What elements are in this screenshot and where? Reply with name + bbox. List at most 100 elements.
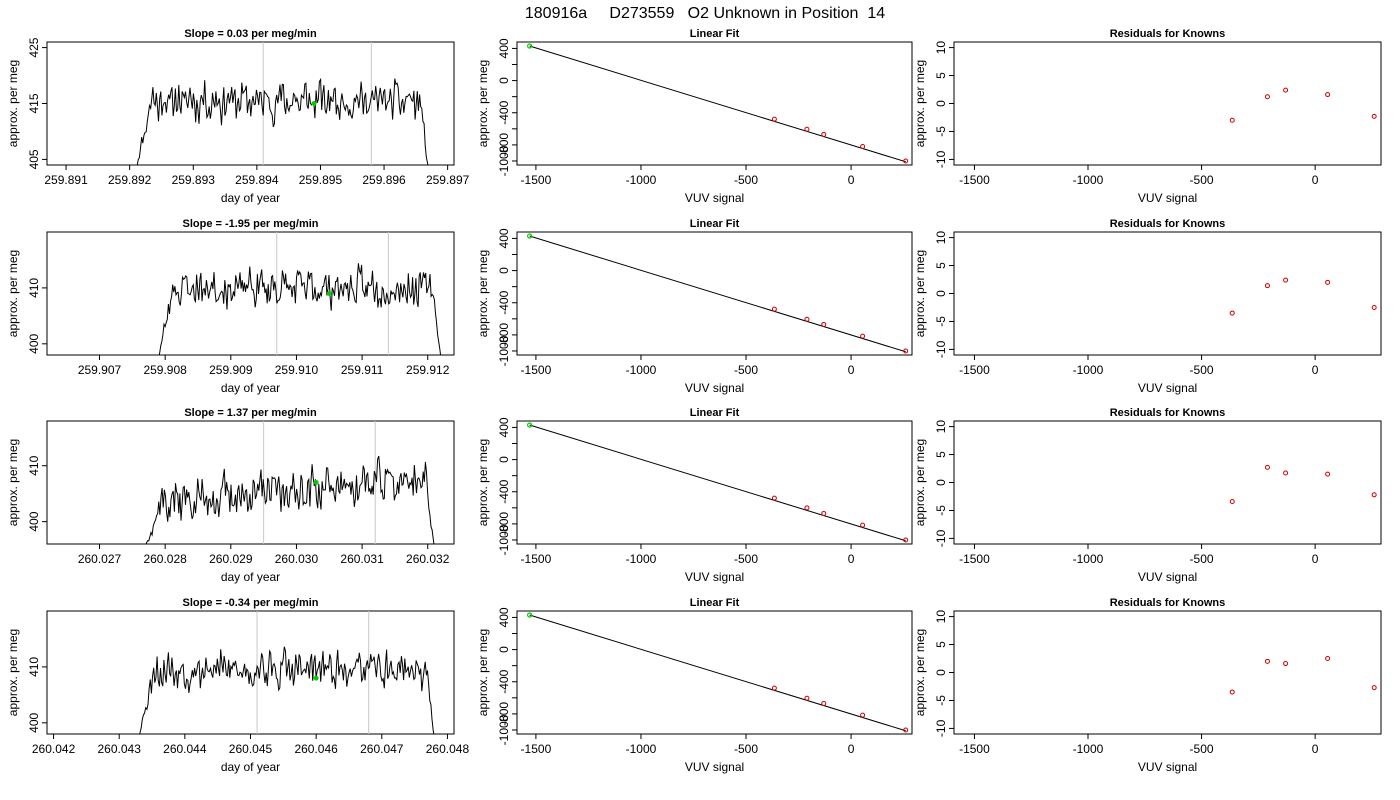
plot-area [136, 42, 429, 165]
panel-grid: Slope = 0.03 per meg/min 259.891 259.892 25… [6, 28, 1382, 774]
residual-point [1264, 94, 1270, 100]
known-point [903, 727, 909, 733]
y-axis-label: approx. per meg [6, 60, 20, 147]
known-point [804, 126, 810, 132]
panel-title: Residuals for Knowns [1110, 597, 1226, 609]
x-tick-label: -1500 [959, 552, 990, 566]
x-tick-label: 0 [1312, 363, 1319, 377]
x-tick-label: 0 [1312, 552, 1319, 566]
plot-frame [46, 420, 455, 545]
y-tick-label: -10 [934, 719, 948, 737]
x-tick-label: 260.046 [294, 742, 338, 756]
panel-linear_fit-row-2: Linear Fit -1500 -1000 -500 0 VUV signal 400 0 -… [476, 407, 913, 584]
x-tick-label: -1000 [626, 552, 657, 566]
x-tick-label: 260.044 [163, 742, 207, 756]
residual-point [1229, 117, 1235, 123]
panel-title: Slope = -1.95 per meg/min [182, 218, 318, 230]
residual-point [1229, 499, 1235, 505]
y-tick-label: -1000 [497, 524, 511, 555]
x-tick-label: 259.907 [78, 363, 122, 377]
plot-area [527, 422, 909, 543]
y-tick-label: 0 [934, 669, 948, 676]
residual-point [1371, 492, 1377, 498]
panel-time_series-row-2: Slope = 1.37 per meg/min 260.027 260.028 26… [6, 407, 455, 584]
y-tick-label: -10 [934, 150, 948, 168]
panel-title: Slope = -0.34 per meg/min [182, 597, 318, 609]
x-tick-label: 259.891 [44, 173, 88, 187]
x-tick-label: -1000 [1073, 742, 1104, 756]
y-tick-label: -400 [497, 290, 511, 314]
y-tick-label: 0 [497, 646, 511, 653]
unknown-point [527, 612, 533, 618]
plot-frame [953, 610, 1382, 735]
residual-point [1229, 310, 1235, 316]
y-tick-label: 0 [934, 290, 948, 297]
panel-time_series-row-3: Slope = -0.34 per meg/min 260.042 260.043 2… [6, 597, 469, 774]
x-tick-label: -1500 [521, 742, 552, 756]
panel-residuals-row-1: Residuals for Knowns -1500 -1000 -500 0 VUV s… [913, 218, 1382, 395]
unknown-point [527, 233, 533, 239]
x-tick-label: -1000 [1073, 173, 1104, 187]
unknown-point [313, 675, 319, 681]
known-point [771, 306, 777, 312]
x-tick-label: -1500 [521, 363, 552, 377]
y-axis-label: approx. per meg [913, 250, 927, 337]
x-tick-label: 0 [848, 552, 855, 566]
y-tick-label: -5 [934, 505, 948, 516]
x-tick-label: -1500 [521, 173, 552, 187]
x-tick-label: 260.045 [229, 742, 273, 756]
x-tick-label: 259.895 [299, 173, 343, 187]
fit-line [529, 235, 906, 353]
plot-area [158, 232, 442, 355]
x-axis-label: VUV signal [685, 570, 744, 584]
x-tick-label: 259.908 [143, 363, 187, 377]
x-axis-label: VUV signal [685, 381, 744, 395]
y-tick-label: 0 [497, 267, 511, 274]
x-tick-label: -500 [1190, 173, 1214, 187]
y-tick-label: 400 [27, 511, 41, 531]
known-point [821, 131, 827, 137]
panel-title: Linear Fit [690, 597, 740, 609]
y-tick-label: -800 [497, 133, 511, 157]
y-tick-label: -800 [497, 512, 511, 536]
plot-area [527, 233, 909, 354]
residual-point [1264, 283, 1270, 289]
known-point [821, 321, 827, 327]
plot-area [1229, 87, 1377, 123]
residual-point [1283, 661, 1289, 667]
plot-frame [46, 41, 455, 166]
y-tick-label: 410 [27, 657, 41, 677]
plot-area [1229, 464, 1377, 505]
panel-title: Residuals for Knowns [1110, 28, 1226, 40]
y-tick-label: 415 [27, 93, 41, 113]
plot-frame [953, 231, 1382, 356]
panel-title: Residuals for Knowns [1110, 407, 1226, 419]
x-tick-label: 260.027 [78, 552, 122, 566]
plot-area [527, 43, 909, 164]
y-tick-label: 10 [934, 231, 948, 245]
known-point [804, 505, 810, 511]
plot-area [1229, 277, 1377, 316]
plot-frame [953, 41, 1382, 166]
panel-residuals-row-2: Residuals for Knowns -1500 -1000 -500 0 VUV s… [913, 407, 1382, 584]
fit-line [529, 614, 906, 732]
x-axis-label: day of year [221, 570, 280, 584]
known-point [804, 695, 810, 701]
y-tick-label: -5 [934, 695, 948, 706]
x-tick-label: -500 [734, 363, 758, 377]
y-axis-label: approx. per meg [913, 439, 927, 526]
panel-title: Residuals for Knowns [1110, 218, 1226, 230]
x-tick-label: 0 [848, 363, 855, 377]
residual-point [1325, 656, 1331, 662]
residual-point [1371, 685, 1377, 691]
x-axis-label: VUV signal [1138, 381, 1197, 395]
x-tick-label: 260.048 [426, 742, 470, 756]
panel-title: Slope = 0.03 per meg/min [184, 28, 317, 40]
x-tick-label: 259.892 [108, 173, 152, 187]
residual-point [1264, 464, 1270, 470]
y-tick-label: 400 [27, 333, 41, 353]
x-tick-label: 260.042 [32, 742, 76, 756]
plot-frame [953, 420, 1382, 545]
known-point [860, 522, 866, 528]
